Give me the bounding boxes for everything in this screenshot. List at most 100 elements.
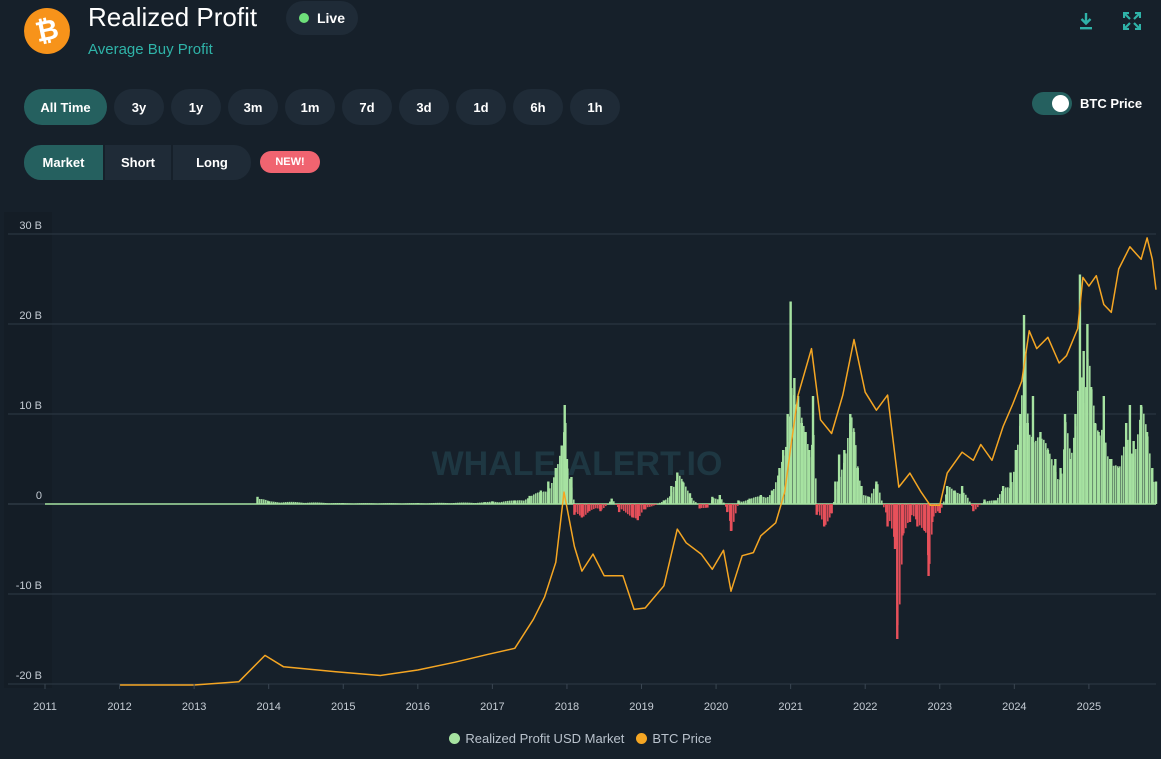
profit-bar-fill bbox=[749, 499, 751, 504]
profit-bar-fill bbox=[471, 502, 473, 504]
range-1y[interactable]: 1y bbox=[171, 89, 221, 125]
profit-bar-fill bbox=[1141, 406, 1143, 504]
range-3d[interactable]: 3d bbox=[399, 89, 449, 125]
profit-bar-fill bbox=[1073, 437, 1075, 504]
profit-bar-fill bbox=[321, 502, 323, 504]
realized-profit-chart[interactable]: WHALE-ALERT.IO 30 B 20 B 10 B 0 -10 B -20 B 2… bbox=[0, 210, 1161, 720]
profit-bar-fill bbox=[839, 476, 841, 504]
profit-bar bbox=[983, 499, 986, 504]
profit-bar bbox=[565, 459, 569, 504]
legend-item-btc-price[interactable]: BTC Price bbox=[636, 731, 712, 746]
profit-bar-fill bbox=[551, 482, 553, 504]
profit-bar-fill bbox=[549, 488, 551, 504]
profit-bar-fill bbox=[1069, 448, 1071, 504]
profit-bar-fill bbox=[889, 504, 891, 522]
x-tick-label: 2012 bbox=[107, 701, 131, 713]
profit-bar-fill bbox=[291, 501, 293, 504]
profit-bar-fill bbox=[389, 503, 391, 505]
profit-bar-fill bbox=[287, 501, 289, 504]
profit-bar bbox=[256, 496, 259, 504]
profit-bar-fill bbox=[957, 492, 959, 504]
profit-bar-fill bbox=[965, 494, 967, 504]
range-6h[interactable]: 6h bbox=[513, 89, 563, 125]
profit-bar-fill bbox=[971, 504, 973, 506]
profit-bar-fill bbox=[565, 422, 567, 504]
profit-bar-fill bbox=[963, 492, 965, 504]
segment-market[interactable]: Market bbox=[24, 145, 103, 180]
profit-bar-fill bbox=[977, 504, 979, 508]
profit-bar-fill bbox=[629, 504, 631, 516]
x-tick-label: 2020 bbox=[704, 701, 728, 713]
profit-bar-fill bbox=[819, 504, 821, 516]
profit-bar-fill bbox=[897, 504, 899, 626]
profit-bar-fill bbox=[361, 503, 363, 505]
profit-bar bbox=[573, 504, 576, 515]
profit-bar-fill bbox=[457, 502, 459, 504]
range-3m[interactable]: 3m bbox=[228, 89, 278, 125]
profit-bar-fill bbox=[351, 503, 353, 505]
profit-bar-fill bbox=[423, 503, 425, 505]
profit-bar-fill bbox=[1085, 387, 1087, 504]
profit-bar-fill bbox=[279, 502, 281, 504]
profit-bar-fill bbox=[1063, 449, 1065, 504]
range-3y[interactable]: 3y bbox=[114, 89, 164, 125]
legend-swatch-orange bbox=[636, 733, 648, 744]
profit-bar-fill bbox=[887, 504, 889, 516]
profit-bar-fill bbox=[487, 501, 489, 504]
profit-bar-fill bbox=[561, 448, 563, 504]
profit-bar-fill bbox=[625, 504, 627, 513]
range-all-time[interactable]: All Time bbox=[24, 89, 107, 125]
profit-bar-fill bbox=[1143, 413, 1145, 504]
profit-bar-fill bbox=[665, 499, 667, 504]
profit-bar-fill bbox=[1115, 465, 1117, 504]
profit-bar-fill bbox=[737, 504, 739, 506]
profit-bar-fill bbox=[479, 502, 481, 504]
profit-bar-fill bbox=[587, 504, 589, 513]
profit-bar-fill bbox=[601, 504, 603, 510]
profit-bar-fill bbox=[447, 503, 449, 505]
profit-bar-fill bbox=[581, 504, 583, 517]
range-1h[interactable]: 1h bbox=[570, 89, 620, 125]
profit-bar-fill bbox=[615, 504, 617, 505]
segment-short[interactable]: Short bbox=[103, 145, 171, 180]
profit-bar-fill bbox=[669, 496, 671, 504]
range-1d[interactable]: 1d bbox=[456, 89, 506, 125]
segment-long[interactable]: Long bbox=[171, 145, 251, 180]
legend-item-realized-profit[interactable]: Realized Profit USD Market bbox=[449, 731, 624, 746]
legend-label-realized-profit: Realized Profit USD Market bbox=[465, 731, 625, 746]
profit-bar-fill bbox=[583, 504, 585, 517]
profit-bar-fill bbox=[363, 503, 365, 505]
legend-swatch-green bbox=[449, 733, 461, 744]
profit-bar-fill bbox=[739, 501, 741, 504]
download-icon[interactable] bbox=[1075, 10, 1097, 32]
profit-bar bbox=[759, 495, 763, 504]
profit-bar-fill bbox=[327, 503, 329, 505]
profit-bar-fill bbox=[345, 503, 347, 505]
profit-bar-fill bbox=[585, 504, 587, 515]
profit-bar-fill bbox=[1009, 488, 1011, 504]
range-7d[interactable]: 7d bbox=[342, 89, 392, 125]
range-1m[interactable]: 1m bbox=[285, 89, 335, 125]
profit-bar-fill bbox=[433, 502, 435, 504]
profit-bar-fill bbox=[467, 502, 469, 504]
profit-bar-fill bbox=[847, 438, 849, 504]
profit-bar-fill bbox=[381, 503, 383, 505]
x-tick-label: 2011 bbox=[33, 701, 57, 713]
btc-price-toggle[interactable] bbox=[1032, 92, 1072, 115]
profit-bar-fill bbox=[317, 502, 319, 504]
profit-bar-fill bbox=[357, 503, 359, 505]
profit-bar-fill bbox=[299, 502, 301, 504]
live-dot-icon bbox=[298, 13, 309, 23]
profit-bar-fill bbox=[1061, 473, 1063, 504]
profit-bar bbox=[483, 502, 487, 504]
profit-bar-fill bbox=[315, 502, 317, 504]
profit-bar-fill bbox=[305, 502, 307, 504]
profit-bar-fill bbox=[259, 499, 261, 504]
profit-bar-fill bbox=[809, 457, 811, 504]
profit-bar-fill bbox=[497, 502, 499, 504]
profit-bar-fill bbox=[967, 497, 969, 504]
fullscreen-icon[interactable] bbox=[1121, 10, 1143, 32]
y-tick-label: 20 B bbox=[19, 310, 42, 322]
profit-bar-fill bbox=[589, 504, 591, 511]
profit-bar-fill bbox=[369, 503, 371, 505]
